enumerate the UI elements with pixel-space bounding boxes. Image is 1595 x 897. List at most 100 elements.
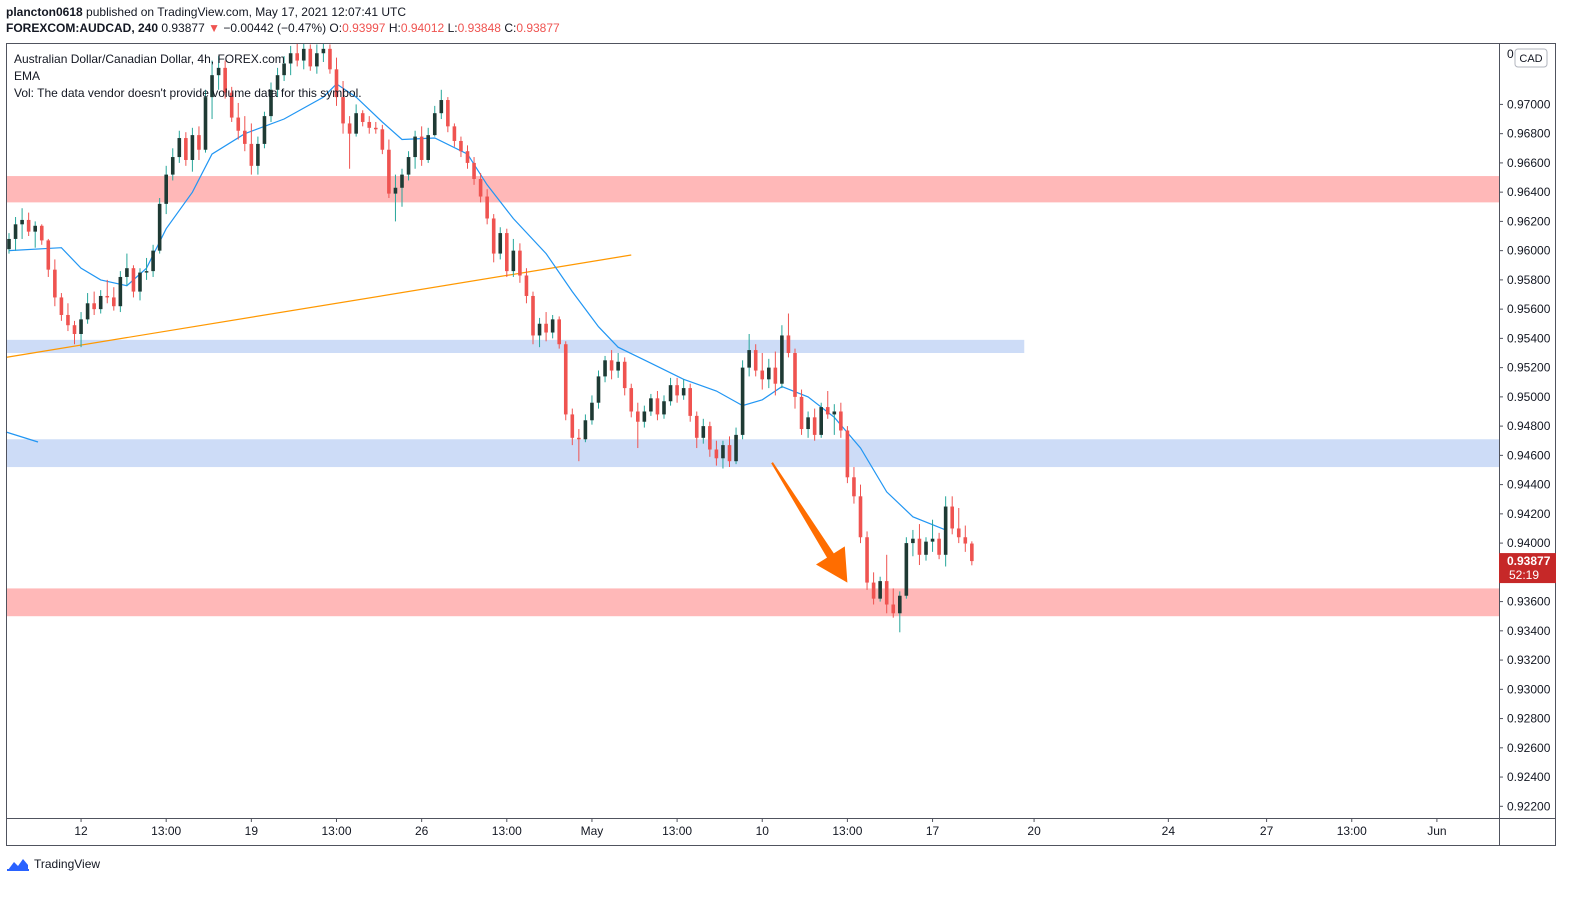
candle-body <box>740 367 745 435</box>
candle-body <box>603 360 607 377</box>
candle <box>321 43 326 63</box>
candle-body <box>924 541 928 555</box>
resistance-zone-0[interactable] <box>6 176 1499 203</box>
trendline[interactable] <box>5 254 632 358</box>
candle <box>943 496 948 567</box>
candle <box>432 105 437 137</box>
currency-button[interactable]: CAD <box>1514 48 1548 68</box>
candle <box>642 405 647 428</box>
ema-fragment-line <box>5 431 39 443</box>
y-tick-label: 0.96200 <box>1507 214 1551 228</box>
candle-body <box>459 140 463 152</box>
candle <box>118 271 123 313</box>
candle <box>472 157 476 185</box>
legend-volume[interactable]: Vol: The data vendor doesn't provide vol… <box>14 86 362 100</box>
legend-title[interactable]: Australian Dollar/Canadian Dollar, 4h, F… <box>14 52 285 66</box>
candle-body <box>806 417 810 430</box>
down-arrow-annotation[interactable] <box>771 462 848 583</box>
candle-body <box>478 178 483 197</box>
tradingview-logo[interactable]: TradingView <box>6 856 100 872</box>
candle <box>845 426 850 484</box>
legend-ema[interactable]: EMA <box>14 69 41 83</box>
bar-countdown: 52:19 <box>1509 568 1539 582</box>
candle <box>655 391 660 421</box>
candle <box>360 110 365 127</box>
high-label: H: <box>388 21 401 35</box>
candle-body <box>760 370 765 380</box>
y-tick-label: 0.95600 <box>1507 302 1551 316</box>
candle <box>72 320 77 345</box>
y-tick-label: 0.94000 <box>1507 536 1551 550</box>
candle-body <box>72 325 77 334</box>
y-tick-label: 0.95400 <box>1507 331 1551 345</box>
candle <box>714 440 719 466</box>
candle <box>832 404 837 435</box>
candle <box>243 116 247 152</box>
candle-body <box>118 276 123 307</box>
candle <box>485 189 489 225</box>
candle-body <box>505 233 509 272</box>
candle-body <box>727 445 732 462</box>
support-zone-1[interactable] <box>6 339 1025 353</box>
candle-body <box>98 295 103 310</box>
candle-body <box>858 496 863 538</box>
candle-body <box>839 411 843 431</box>
x-tick-label: 10 <box>756 824 770 838</box>
candle <box>125 253 129 286</box>
candle <box>380 124 385 155</box>
candle-body <box>367 121 372 128</box>
candle <box>46 238 51 277</box>
current-price-box <box>1499 553 1556 584</box>
support-zone-2[interactable] <box>6 439 1499 468</box>
candle-body <box>432 113 437 136</box>
candle <box>33 221 37 248</box>
candle-body <box>786 335 791 353</box>
y-tick-label: 0.95000 <box>1507 390 1551 404</box>
candle-body <box>590 402 594 421</box>
currency-box <box>1514 48 1548 68</box>
candle <box>328 44 332 74</box>
y-tick-label: 0.96600 <box>1507 156 1551 170</box>
candle <box>439 89 444 120</box>
candle-body <box>642 411 647 422</box>
candle <box>505 228 509 277</box>
candle <box>793 348 797 409</box>
candle-body <box>275 75 280 90</box>
candle-body <box>780 335 784 384</box>
candle-body <box>400 174 404 188</box>
candle <box>911 529 915 557</box>
candle-body <box>930 538 935 542</box>
candle-body <box>472 162 476 179</box>
candle-body <box>144 271 149 273</box>
candle <box>557 316 561 349</box>
candle <box>590 395 594 425</box>
support-zone-3[interactable] <box>6 588 1499 617</box>
x-tick-label: 13:00 <box>321 824 351 838</box>
candle <box>518 243 522 283</box>
candle <box>216 56 221 90</box>
candle <box>668 377 673 406</box>
y-tick-label: 0.96800 <box>1507 127 1551 141</box>
candle <box>347 116 352 169</box>
candle-body <box>668 385 673 402</box>
candle <box>223 60 227 99</box>
candle-body <box>216 67 221 76</box>
candle <box>393 174 398 222</box>
y-tick-label: 0.94400 <box>1507 478 1551 492</box>
x-tick-label: 19 <box>245 824 259 838</box>
price-change: −0.00442 (−0.47%) <box>223 21 327 35</box>
candle-body <box>131 268 136 292</box>
candle <box>531 291 535 345</box>
candle <box>269 82 273 122</box>
x-tick-label: 13:00 <box>1337 824 1367 838</box>
author-name[interactable]: plancton0618 <box>6 5 83 19</box>
candle-body <box>79 319 83 334</box>
candle <box>112 287 116 311</box>
candle <box>144 257 149 280</box>
candle-body <box>354 113 358 134</box>
candle <box>184 132 188 166</box>
candle-body <box>963 537 968 544</box>
candle <box>917 524 922 566</box>
